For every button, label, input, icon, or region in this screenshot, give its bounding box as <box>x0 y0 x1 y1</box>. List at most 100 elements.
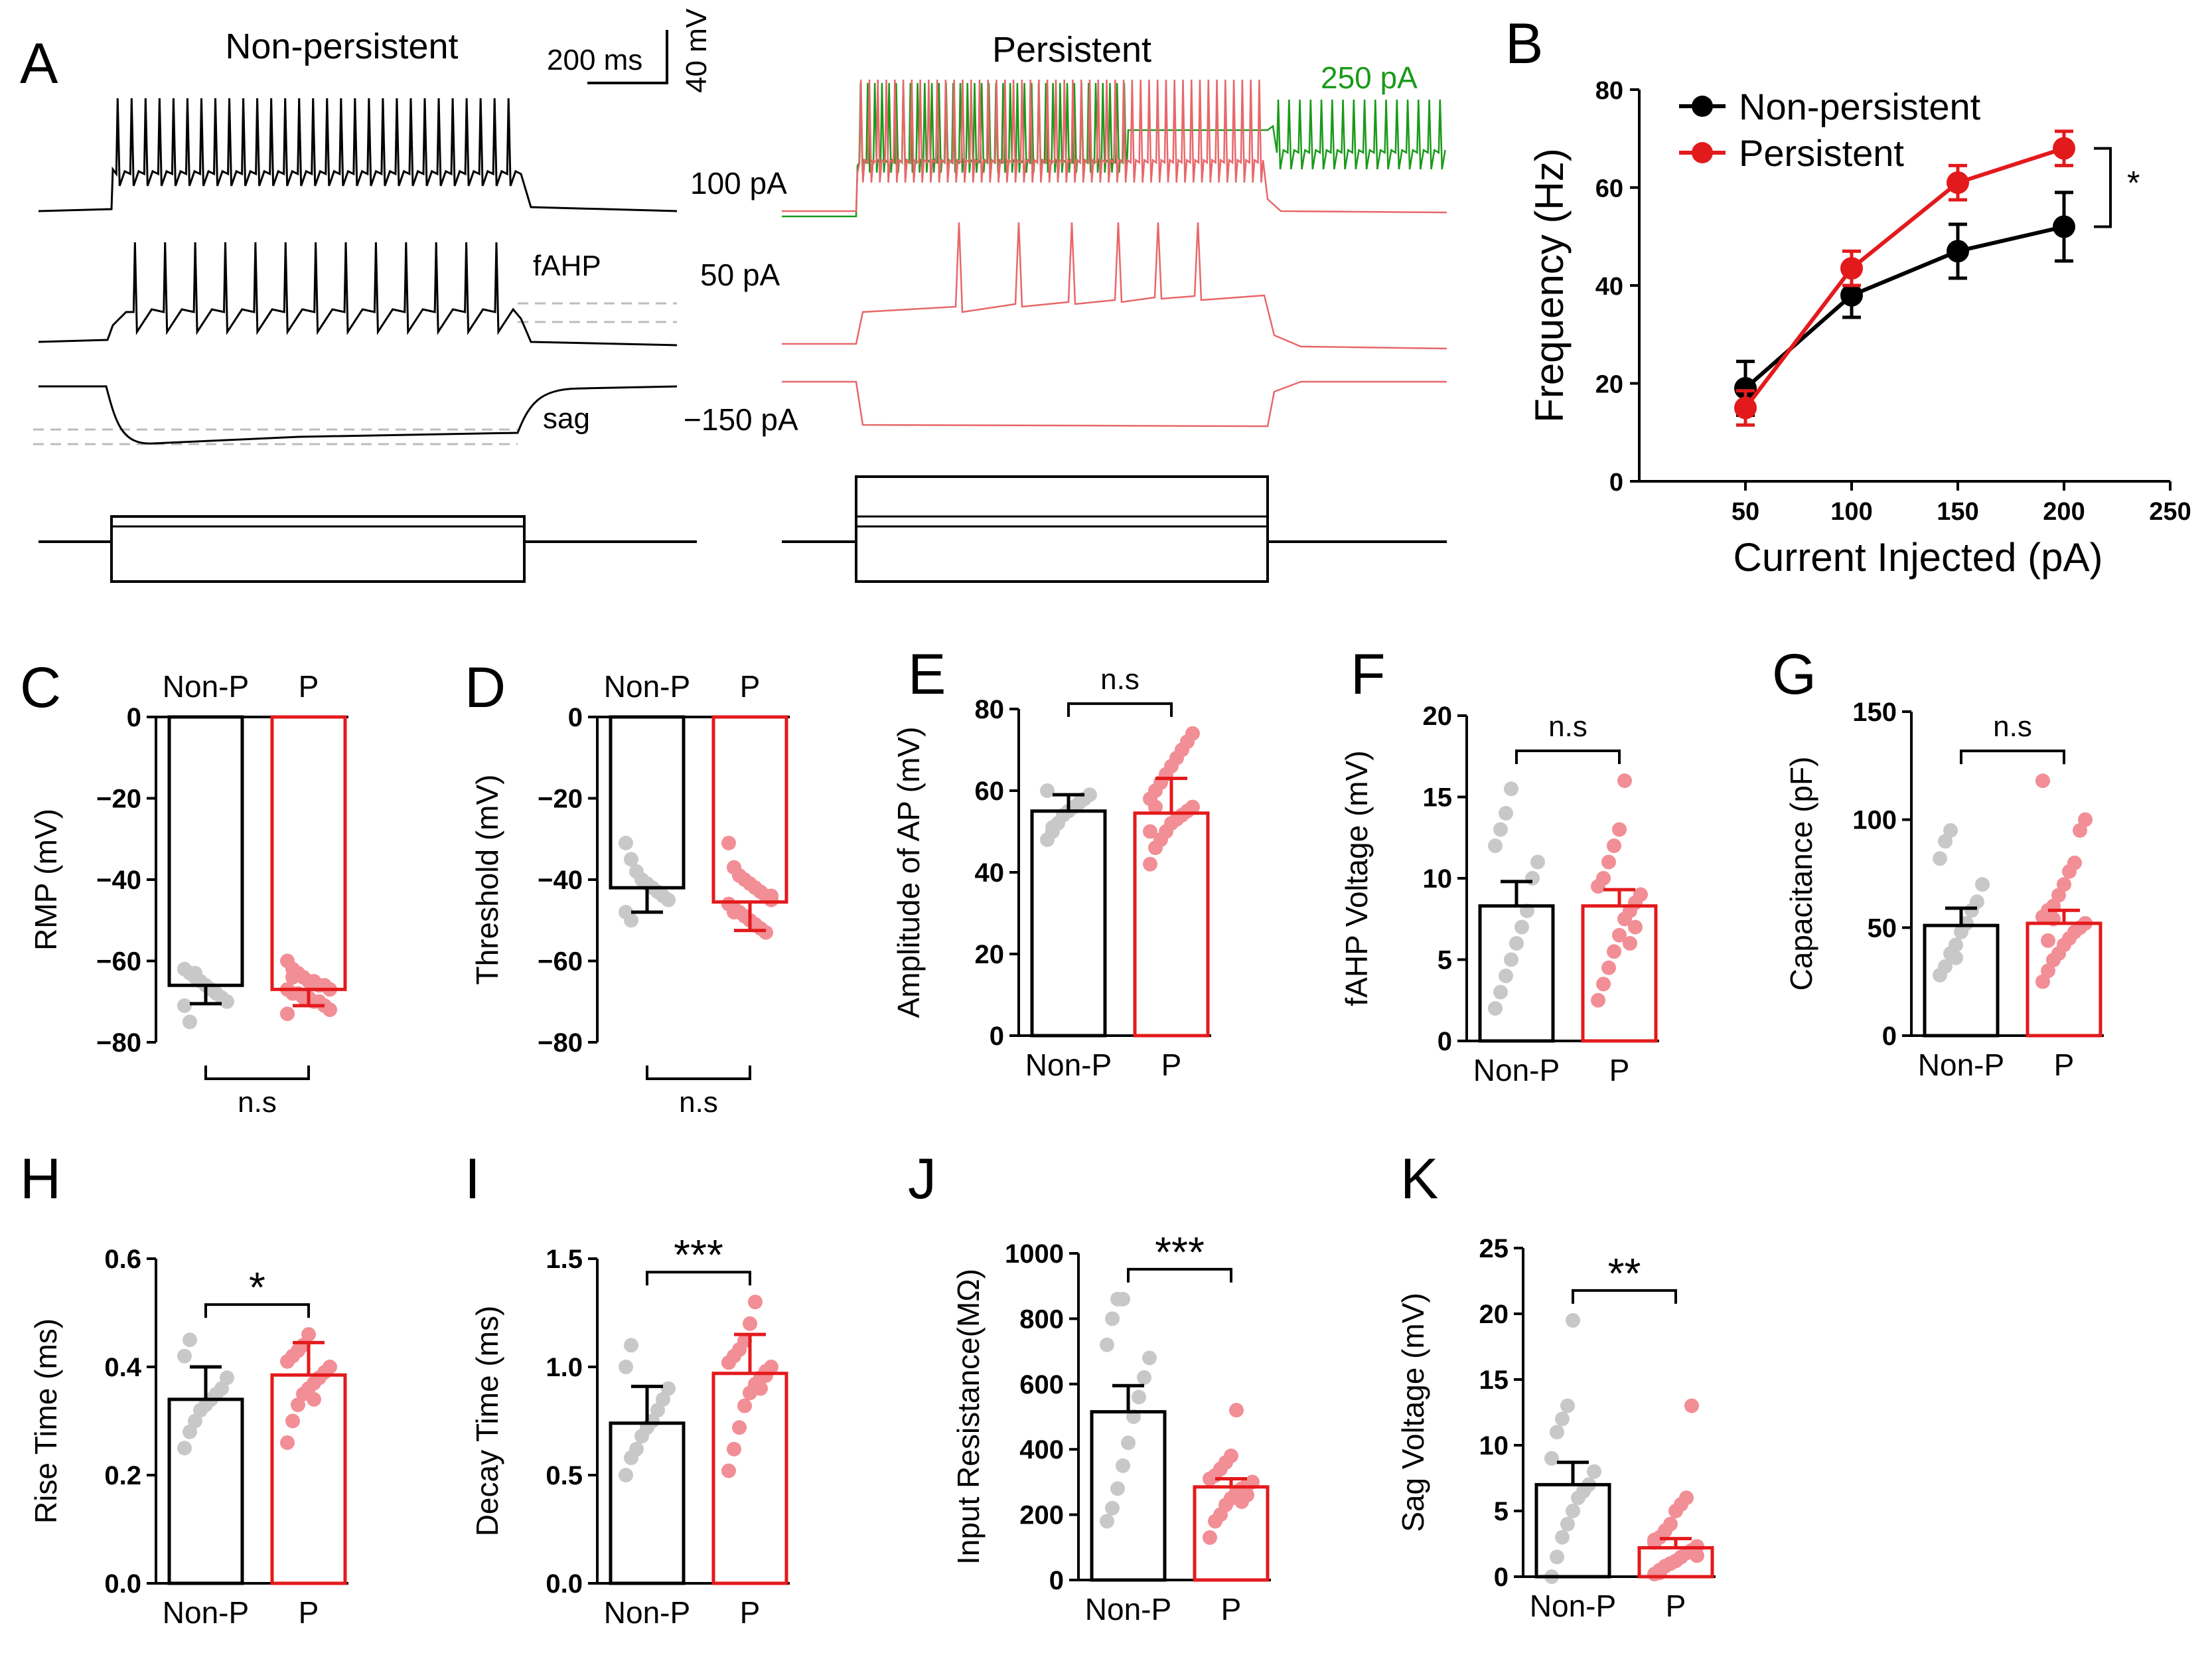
data-dot <box>1530 854 1545 870</box>
y-tick-label: 0 <box>1494 1563 1509 1592</box>
trace-right-50pa <box>782 222 1447 350</box>
significance-bracket <box>2094 147 2112 228</box>
significance-label: * <box>2127 165 2140 202</box>
significance-bracket <box>646 1066 751 1080</box>
bar-panels: 0 −20 −40 −60 −80 RMP (mV) Non-P Pn.s 0 −20 −40 −60… <box>29 663 2104 1630</box>
data-dot <box>1647 1532 1662 1547</box>
significance-bracket <box>1515 750 1621 764</box>
trace-left-50pa <box>38 242 678 347</box>
y-tick-label: 20 <box>1595 371 1623 399</box>
category-label: P <box>299 1595 319 1630</box>
data-dot <box>1591 992 1605 1008</box>
y-axis-label: Rise Time (ms) <box>29 1318 63 1524</box>
x-tick-label: 250 <box>2149 498 2191 526</box>
data-dot <box>1601 854 1616 870</box>
data-dot <box>737 1398 752 1413</box>
data-dot <box>301 1327 316 1342</box>
category-label: Non-P <box>604 1595 690 1630</box>
panel-letters: A B C D E F G H I J K <box>20 12 1816 1211</box>
y-tick-label: 80 <box>1595 77 1623 105</box>
data-dot <box>2073 823 2087 838</box>
data-point <box>1947 240 1969 263</box>
panel-letter-d: D <box>465 656 506 720</box>
stimulus-protocol-left <box>38 515 697 583</box>
significance-bracket <box>1127 1267 1232 1283</box>
y-tick-label: 200 <box>1019 1501 1064 1530</box>
panel-a: Non-persistent Persistent 200 ms 40 mV 2… <box>33 8 1447 583</box>
data-dot <box>2035 773 2050 789</box>
bar-panel-d: 0 −20 −40 −60 −80 Threshold (mV) Non-P Pn.s <box>470 669 790 1119</box>
y-tick-label: 150 <box>1852 698 1897 727</box>
y-tick-label: 0.2 <box>104 1461 141 1490</box>
bar-1 <box>1133 811 1210 1038</box>
error-bar <box>1603 888 1635 906</box>
y-axis-label: Capacitance (pF) <box>1784 757 1818 991</box>
bar-0 <box>609 1421 686 1585</box>
data-dot <box>1617 773 1632 788</box>
data-dot <box>1566 1504 1580 1518</box>
significance-label: n.s <box>679 1086 718 1119</box>
bar-panel-c: 0 −20 −40 −60 −80 RMP (mV) Non-P Pn.s <box>29 669 348 1119</box>
data-dot <box>2051 888 2066 903</box>
data-dot <box>629 1441 644 1457</box>
significance-bracket <box>1572 1289 1677 1304</box>
y-tick-label: 0.6 <box>104 1245 141 1274</box>
significance-label: n.s <box>1993 710 2032 743</box>
y-tick-label: −20 <box>538 785 583 814</box>
y-tick-label: 400 <box>1019 1435 1064 1464</box>
significance-label: n.s <box>238 1086 277 1119</box>
series-line-1 <box>1743 146 2065 410</box>
significance-bracket <box>1067 702 1173 717</box>
panel-letter-i: I <box>465 1147 480 1211</box>
data-dot <box>1493 822 1508 837</box>
panel-letter-a: A <box>20 32 58 96</box>
data-dot <box>285 1413 300 1429</box>
y-tick-label: 1.5 <box>546 1245 583 1274</box>
data-dot <box>1504 781 1518 797</box>
y-tick-label: 0 <box>1882 1022 1897 1051</box>
data-dot <box>619 1360 633 1374</box>
y-axis-label: Decay Time (ms) <box>470 1306 504 1537</box>
error-bar <box>2048 908 2080 923</box>
data-dot <box>307 1391 321 1407</box>
y-axis-label: Sag Voltage (mV) <box>1396 1293 1430 1532</box>
significance-label: n.s <box>1100 663 1140 696</box>
y-axis-label: Amplitude of AP (mV) <box>891 727 926 1018</box>
y-tick-label: 5 <box>1438 946 1452 975</box>
legend-marker-0 <box>1692 96 1713 117</box>
current-label-neg150: −150 pA <box>684 402 798 437</box>
y-tick-label: 80 <box>975 695 1005 724</box>
protocol-box-left <box>110 515 526 583</box>
category-label: P <box>1221 1592 1242 1626</box>
data-dot <box>1488 838 1503 853</box>
data-dot <box>624 1338 638 1353</box>
bar-panel-k: 0 5 10 15 20 25 Sag Voltage (mV) Non-P P ** <box>1396 1234 1716 1623</box>
y-tick-label: −40 <box>538 866 583 895</box>
y-tick-label: 100 <box>1852 806 1897 835</box>
error-bar <box>293 989 325 1008</box>
data-dot <box>285 970 300 985</box>
data-dot <box>1544 1451 1559 1466</box>
data-dot <box>1596 871 1611 886</box>
bar-0 <box>167 1397 244 1585</box>
error-bar <box>631 1384 663 1423</box>
data-dot <box>1110 1481 1125 1496</box>
data-point <box>1840 283 1863 307</box>
y-tick-label: 40 <box>1595 273 1623 301</box>
error-bar <box>631 888 663 914</box>
data-point <box>1734 396 1757 420</box>
data-dot <box>1082 787 1097 803</box>
data-point <box>2053 215 2075 238</box>
category-label: Non-P <box>1473 1053 1560 1087</box>
data-dot <box>1509 936 1524 951</box>
bar-1 <box>270 715 347 991</box>
error-bar <box>190 1365 222 1399</box>
data-dot <box>1105 1311 1120 1326</box>
data-dot <box>1690 1548 1704 1563</box>
y-tick-label: 0 <box>568 703 583 732</box>
data-dot <box>1045 820 1060 835</box>
bar-panel-i: 0.0 0.5 1.0 1.5 Decay Time (ms) Non-P P *** <box>470 1231 790 1630</box>
series-line-0 <box>1744 224 2065 390</box>
category-label: Non-P <box>604 669 690 704</box>
significance-label: *** <box>1155 1228 1205 1276</box>
